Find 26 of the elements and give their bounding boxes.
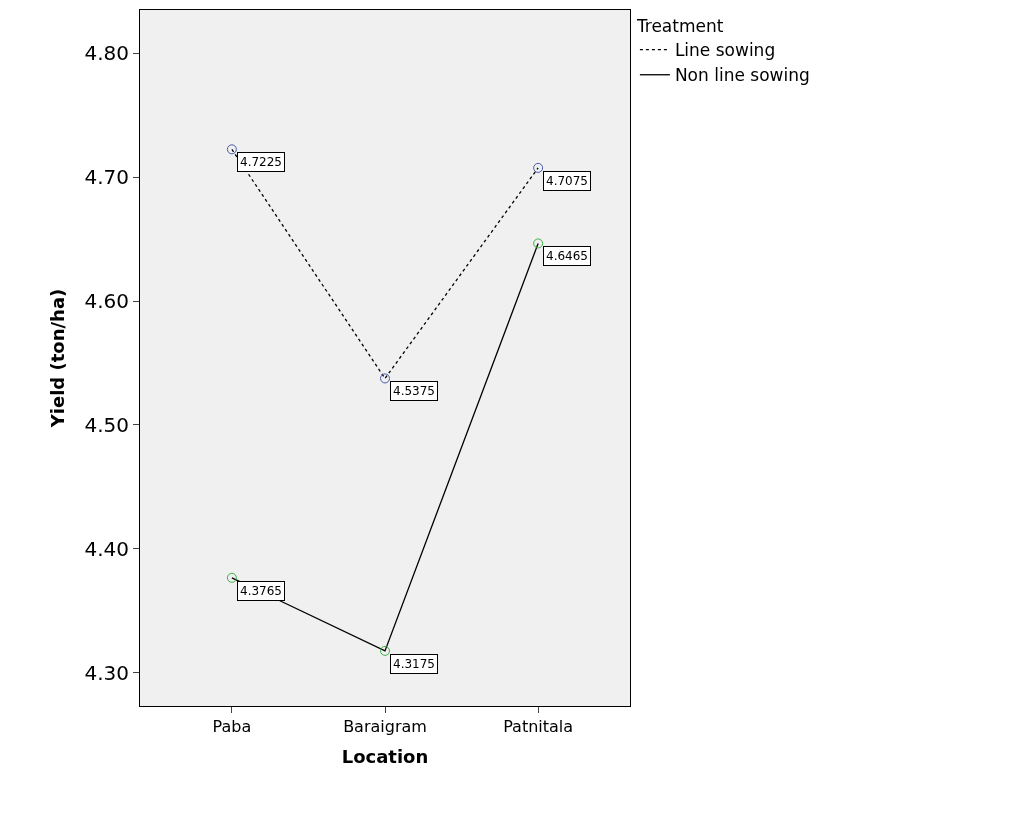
point [226,144,237,155]
x-tick-label: Baraigram [343,717,427,737]
x-tick-label: Patnitala [503,717,574,737]
data-label: 4.3765 [240,584,282,598]
y-tick-label: 4.40 [84,536,129,561]
point [533,162,544,173]
x-tick-label: Paba [212,717,252,737]
y-tick-label: 4.60 [84,289,129,314]
point [226,572,237,583]
y-tick-label: 4.30 [84,660,129,685]
y-tick-label: 4.70 [84,165,129,190]
data-label: 4.7075 [546,174,588,188]
legend-label: Non line sowing [674,65,810,86]
legend-label: Line sowing [674,40,776,61]
data-label: 4.5375 [393,384,435,398]
x-axis-title: Location [341,746,429,768]
point [533,238,544,249]
legend-title: Treatment [635,16,724,37]
y-tick-label: 4.80 [84,41,129,66]
data-label: 4.7225 [240,155,282,169]
data-label: 4.6465 [546,249,588,263]
data-label: 4.3175 [393,657,435,671]
point [380,645,390,656]
point [380,373,390,384]
y-tick-label: 4.50 [84,412,129,437]
y-axis-title: Yield (ton/ha) [46,288,68,429]
